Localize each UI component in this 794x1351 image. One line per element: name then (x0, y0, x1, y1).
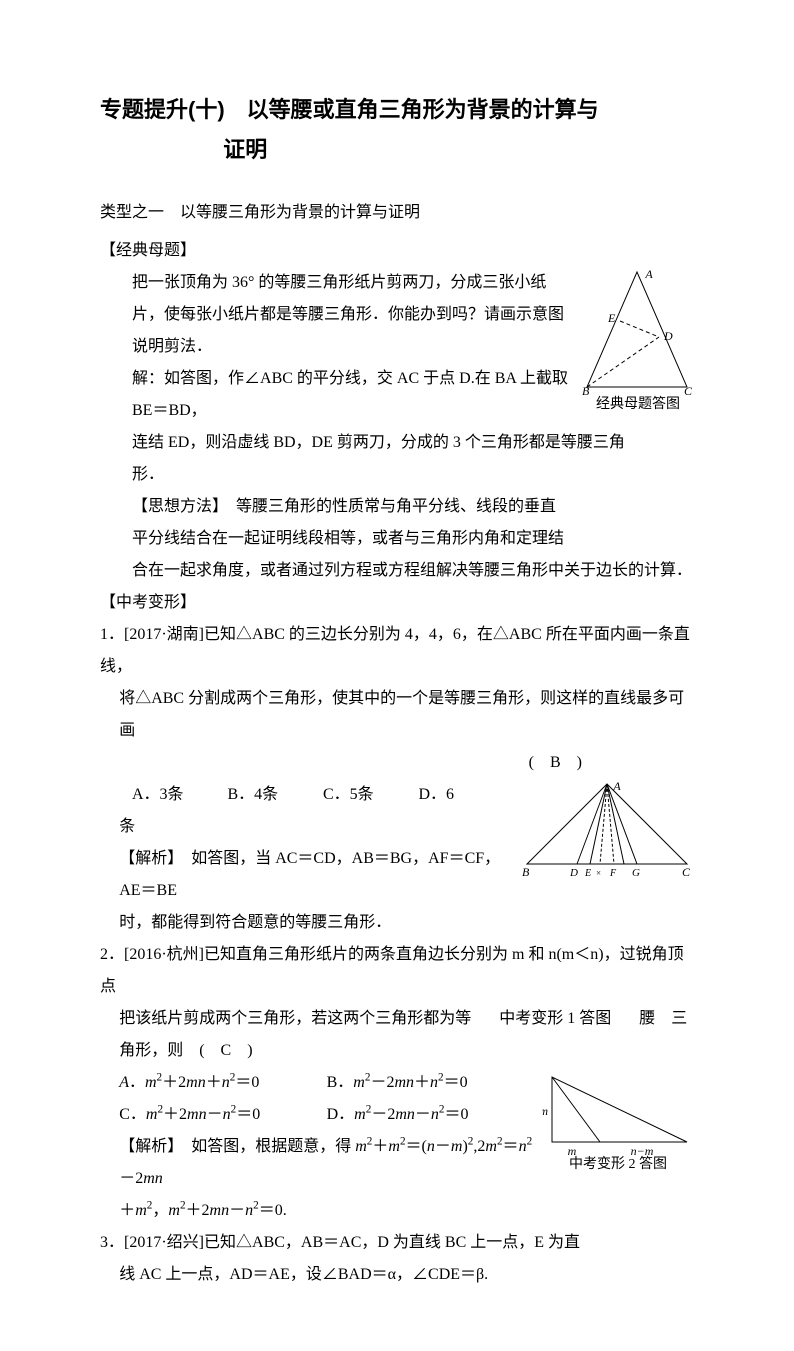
q1-optB: B．4条 (228, 779, 324, 811)
fig1-caption: 经典母题答图 (582, 397, 694, 414)
svg-text:×: × (596, 868, 601, 878)
fig3-svg: m m n−m (542, 1067, 692, 1157)
svg-text:E: E (584, 868, 591, 879)
method-2: 平分线结合在一起证明线段相等，或者与三角形内角和定理结 (100, 523, 694, 555)
q1-num: 1． (100, 626, 124, 643)
mother-ans-1: 如答图，作∠ABC 的平分线，交 AC 于点 D.在 BA 上截取 BE＝BD， (132, 370, 568, 419)
q1-src: [2017·湖南] (124, 626, 204, 643)
q2-expl-1: 如答图，根据题意，得 m2＋m2＝(n－m)2,2m2＝n2－2mn (119, 1138, 532, 1187)
q1-stem2: 将△ABC 分割成两个三角形，使其中的一个是等腰三角形，则这样的直线最多可画 (100, 683, 694, 747)
q2-stem3: 角形，则 ( C ) (100, 1035, 694, 1067)
mother-label: 【经典母题】 (100, 235, 694, 267)
svg-text:D: D (569, 867, 578, 879)
mother-ans-2: 连结 ED，则沿虚线 BD，DE 剪两刀，分成的 3 个三角形都是等腰三角 (100, 427, 694, 459)
svg-text:D: D (663, 329, 673, 343)
svg-text:B: B (522, 865, 530, 879)
fig2-svg: A B C D E × F G (522, 779, 692, 879)
svg-text:B: B (582, 384, 590, 397)
svg-text:E: E (607, 311, 616, 325)
svg-text:n−m: n−m (631, 1144, 654, 1157)
method-3: 合在一起求角度，或者通过列方程或方程组解决等腰三角形中关于边长的计算． (100, 555, 694, 587)
method-1: 等腰三角形的性质常与角平分线、线段的垂直 (220, 498, 556, 515)
q2-optC: C．m2＋2mn－n2＝0 (119, 1099, 326, 1131)
q2-num: 2． (100, 946, 124, 963)
svg-text:m: m (542, 1104, 548, 1118)
q2-optA: A．m2＋2mn＋n2＝0 (119, 1067, 326, 1099)
q1-expl-label: 【解析】 (119, 850, 175, 867)
method-label: 【思想方法】 (132, 498, 220, 515)
q1-answer: ( B ) (529, 754, 582, 771)
q1-optC: C．5条 (323, 779, 419, 811)
fig-variant2: m m n−m 中考变形 2 答图 (542, 1067, 694, 1174)
q3-src: [2017·绍兴] (124, 1234, 204, 1251)
q1-expl-2: 时，都能得到符合题意的等腰三角形． (100, 907, 694, 939)
q3-num: 3． (100, 1234, 124, 1251)
q2-src: [2016·杭州] (124, 946, 204, 963)
q2-stem2: 把该纸片剪成两个三角形，若这两个三角形都为等 (119, 1010, 471, 1027)
q2-expl-label: 【解析】 (119, 1138, 175, 1155)
fig1-svg: A B C D E (582, 267, 692, 397)
q1-optA: A．3条 (132, 779, 228, 811)
variants-label: 【中考变形】 (100, 587, 694, 619)
q1-options: A．3条 B．4条 C．5条 D．6 (100, 779, 514, 811)
svg-text:C: C (684, 384, 692, 397)
fig-variant1: A B C D E × F G (522, 779, 694, 879)
section1-heading: 类型之一 以等腰三角形为背景的计算与证明 (100, 197, 694, 229)
q3-stem2: 线 AC 上一点，AD＝AE，设∠BAD＝α，∠CDE＝β. (119, 1266, 488, 1283)
svg-text:F: F (609, 868, 617, 879)
q2-optB: B．m2－2mn＋n2＝0 (327, 1067, 534, 1099)
q3-stem1: 已知△ABC，AB＝AC，D 为直线 BC 上一点，E 为直 (204, 1234, 580, 1251)
q1-optD: D．6 (419, 779, 515, 811)
svg-text:A: A (612, 779, 621, 793)
q2-stem2-tail: 腰 三 (639, 1010, 687, 1027)
mother-ans-3: 形． (100, 459, 694, 491)
svg-text:A: A (644, 267, 653, 281)
fig-variant1-caption: 中考变形 1 答图 (499, 1010, 611, 1027)
svg-text:G: G (632, 867, 640, 879)
mother-ans-prefix: 解： (132, 370, 164, 387)
fig-mother: A B C D E 经典母题答图 (582, 267, 694, 414)
q1-expl-1: 如答图，当 AC＝CD，AB＝BG，AF＝CF，AE＝BE (119, 850, 500, 899)
title-line2: 证明 (100, 130, 694, 170)
q2-expl-2: ＋m2，m2＋2mn－n2＝0. (100, 1195, 694, 1227)
title-line1: 专题提升(十) 以等腰或直角三角形为背景的计算与 (100, 90, 694, 130)
svg-text:m: m (568, 1144, 577, 1157)
q2-optD: D．m2－2mn－n2＝0 (327, 1099, 534, 1131)
fig3-caption: 中考变形 2 答图 (542, 1157, 694, 1174)
svg-text:C: C (682, 865, 691, 879)
